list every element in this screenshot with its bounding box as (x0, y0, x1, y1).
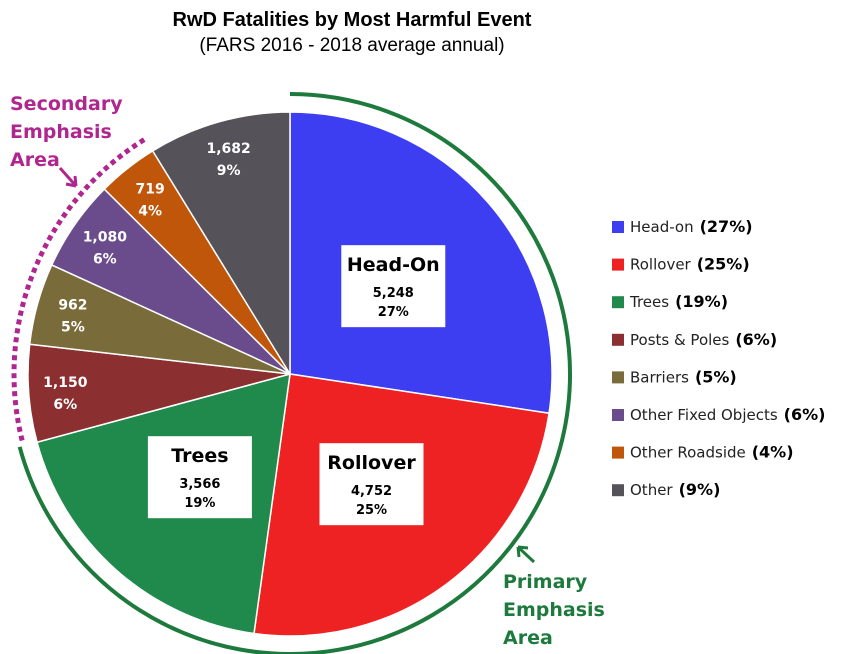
legend-label: Other Roadside (630, 444, 746, 462)
value-label: 4,752 (351, 484, 392, 499)
value-label: 719 (136, 181, 165, 197)
legend-percent: (6%) (784, 405, 826, 424)
annotation: Primary (503, 571, 588, 593)
annotation: Area (10, 149, 60, 171)
percent-label: 19% (184, 496, 215, 511)
legend-label: Other Fixed Objects (630, 406, 778, 424)
chart-subtitle: (FARS 2016 - 2018 average annual) (199, 35, 504, 56)
secondary-emphasis-arc (11, 136, 147, 442)
legend-entry: Barriers (5%) (630, 367, 737, 386)
pie-slice (151, 111, 291, 377)
legend-percent: (25%) (697, 255, 750, 274)
legend-label: Head-on (630, 218, 694, 236)
legend-entry: Head-on (27%) (630, 217, 753, 236)
percent-label: 9% (217, 163, 241, 179)
value-label: 1,080 (83, 230, 128, 246)
legend-swatch (612, 484, 624, 497)
slice-title: Rollover (327, 452, 416, 474)
legend-percent: (27%) (700, 217, 753, 236)
annotation: Secondary (10, 93, 123, 115)
legend-entry: Other Roadside (4%) (630, 443, 794, 462)
annotation: Emphasis (503, 599, 605, 621)
percent-label: 6% (53, 397, 77, 413)
percent-label: 25% (356, 503, 387, 518)
slice-title: Trees (171, 445, 228, 467)
legend-percent: (9%) (679, 480, 721, 499)
legend-swatch (612, 446, 624, 459)
value-label: 1,150 (43, 375, 88, 391)
legend-entry: Rollover (25%) (630, 255, 750, 274)
legend-swatch (612, 221, 624, 233)
legend-swatch (612, 371, 624, 384)
legend-percent: (6%) (735, 330, 777, 349)
percent-label: 27% (378, 305, 409, 320)
percent-label: 6% (93, 252, 117, 268)
legend-swatch (612, 409, 624, 421)
legend-swatch (612, 296, 624, 309)
legend-swatch (612, 333, 624, 346)
value-label: 1,682 (206, 141, 250, 157)
legend-entry: Other Fixed Objects (6%) (630, 405, 825, 424)
label-box (147, 436, 252, 519)
chart-title: RwD Fatalities by Most Harmful Event (173, 9, 532, 31)
legend-entry: Posts & Poles (6%) (630, 330, 777, 349)
percent-label: 5% (61, 320, 85, 336)
legend-label: Barriers (630, 368, 689, 386)
legend-label: Rollover (630, 256, 692, 274)
legend-percent: (19%) (675, 292, 728, 311)
legend-label: Other (630, 481, 673, 499)
label-box (319, 443, 424, 526)
slice-title: Head-On (347, 254, 440, 276)
legend-label: Trees (629, 293, 669, 311)
value-label: 3,566 (179, 477, 220, 492)
value-label: 962 (58, 298, 87, 314)
legend-label: Posts & Poles (630, 331, 730, 349)
legend-entry: Other (9%) (630, 480, 720, 499)
value-label: 5,248 (373, 286, 414, 301)
legend-entry: Trees (19%) (629, 292, 728, 311)
primary-emphasis-arc (17, 92, 572, 654)
legend-percent: (5%) (695, 367, 737, 386)
percent-label: 4% (138, 203, 162, 219)
legend-percent: (4%) (752, 443, 794, 462)
label-box (341, 245, 446, 328)
annotation: Area (503, 627, 553, 649)
arrow (58, 167, 78, 188)
arrow (516, 545, 536, 564)
annotation: Emphasis (10, 121, 112, 143)
legend-swatch (612, 258, 624, 271)
